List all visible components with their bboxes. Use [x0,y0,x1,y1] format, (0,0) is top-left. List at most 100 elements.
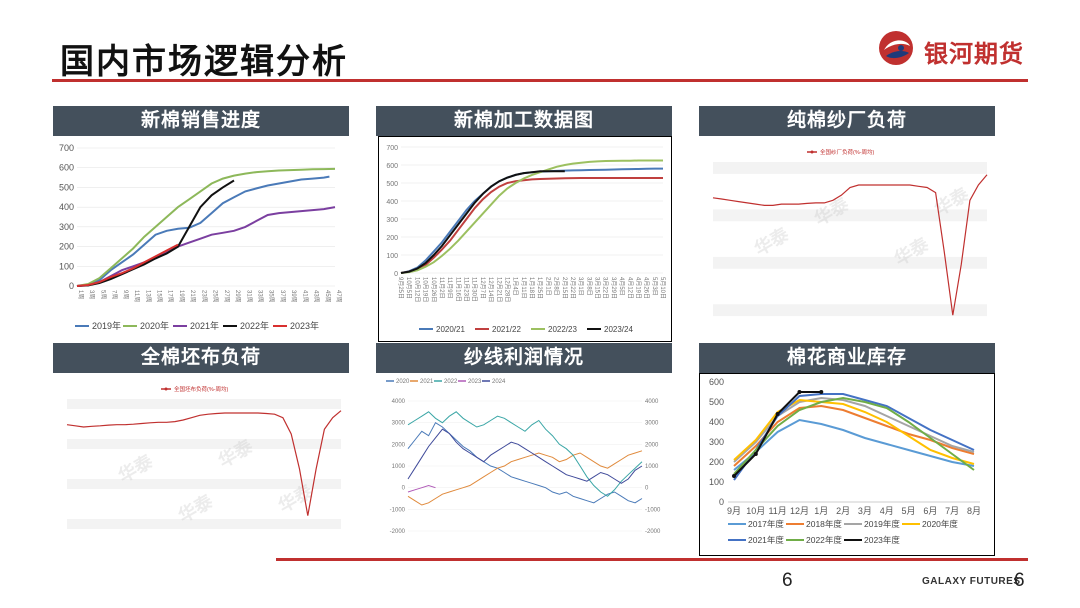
x-tick-label: 31周 [245,290,252,303]
series-line-2022 [407,411,643,497]
x-tick-label: 1月4日 [512,277,519,296]
y-tick-label-right: 2000 [645,442,659,448]
band [713,328,987,340]
brand-name: 银河期货 [924,41,1024,68]
series-line-2021年 [76,206,336,287]
panel-yarn-profit: 纱线利润情况 -2000 -2000 -1000 -1000 0 0 1000 1000 200… [376,343,672,553]
series-line-2022/23 [400,159,663,274]
x-tick-label: 1月25日 [536,277,543,299]
watermark: 华泰 [811,193,854,231]
series-line-2017年度 [733,418,975,471]
y-tick-label: 2000 [392,442,406,448]
watermark: 华泰 [751,223,794,261]
x-tick-label: 13周 [144,290,151,303]
x-tick-label: 27周 [223,290,230,303]
y-tick-label: -2000 [390,529,406,535]
y-tick-label-right: -2000 [645,529,661,535]
y-tick-label: 0 [402,486,406,492]
y-tick-label: 600 [59,163,74,173]
legend-label: 2019年度 [864,519,900,529]
page-title: 国内市场逻辑分析 [60,43,348,81]
x-tick-label: 12月7日 [479,277,486,299]
y-tick-label: 3000 [392,421,406,427]
x-tick-label: 7周 [111,290,118,299]
y-tick-label: 100 [386,253,398,260]
x-tick-label: 4月5日 [618,277,625,296]
x-tick-label: 25周 [212,290,219,303]
series-line-2023 [407,484,436,493]
legend-label: 2022/23 [548,325,577,334]
x-tick-label: 39周 [290,290,297,303]
series-line-2021/22 [400,177,663,274]
legend-label: 2018年度 [806,519,842,529]
x-tick-label: 3月22日 [602,277,609,299]
band [67,499,341,509]
y-tick-label: 500 [709,397,724,407]
series-marker [732,474,736,478]
x-tick-label: 4月12日 [626,277,633,299]
x-tick-label: 10月26日 [430,277,437,302]
x-tick-label: 12月14日 [487,277,494,302]
series-marker [753,452,758,456]
y-tick-label: 700 [59,143,74,153]
x-tick-label: 35周 [268,290,275,303]
legend-label: 2023/24 [604,325,633,334]
panel-title: 纯棉纱厂负荷 [699,106,995,136]
x-tick-label: 29周 [234,290,241,303]
y-tick-label: 600 [386,163,398,170]
page-number-right: 6 [1014,570,1025,591]
series-marker [819,390,824,394]
legend-label: 2021年度 [748,535,784,545]
series-line-2022年 [76,179,235,287]
band [67,439,341,449]
band [67,399,341,409]
legend-label: 全国纱厂负荷(%-周均) [820,148,875,156]
chart-yarn-profit: -2000 -2000 -1000 -1000 0 0 1000 1000 2000 2000 30… [376,373,672,553]
x-tick-label: 12月 [790,506,809,516]
y-tick-label: 0 [394,271,398,278]
x-tick-label: 2月 [836,506,850,516]
x-tick-label: 5月 [902,506,916,516]
y-tick-label: 200 [709,457,724,467]
y-tick-label: 4000 [392,399,406,405]
x-tick-label: 1月11日 [520,277,527,299]
chart-grey-fabric-load: 华泰 华泰 华泰 华泰 全国坯布负荷(%-周均) [53,373,349,553]
series-line-2022年度 [733,396,975,475]
y-tick-label-right: 0 [645,486,649,492]
band [713,209,987,222]
legend-marker [810,150,814,154]
x-tick-label: 10月 [746,506,765,516]
panel-cotton-processing: 新棉加工数据图 0 100 200 300 400 500 600 700 9月25日 10月5日… [376,106,672,342]
y-tick-label: 400 [386,199,398,206]
y-tick-label: 400 [709,417,724,427]
x-tick-label: 3月8日 [585,277,592,296]
y-tick-label: 0 [719,497,724,507]
series-line-2020年 [76,167,336,287]
x-tick-label: 8月 [967,506,981,516]
footer-rule [276,558,1028,561]
x-tick-label: 15周 [156,290,163,303]
footer-brand: GALAXY FUTURES [922,576,1021,587]
x-tick-label: 3月15日 [594,277,601,299]
legend-label: 2020年 [140,320,169,331]
band [713,233,987,245]
panel-title: 新棉加工数据图 [376,106,672,136]
x-tick-label: 11月2日 [438,277,445,299]
panel-title: 新棉销售进度 [53,106,349,136]
panel-commercial-stock: 棉花商业库存 0 100 200 300 400 500 600 9月 10月 11月 12月 1月 2… [699,343,995,556]
legend-label: 2023年度 [864,535,900,545]
legend-label: 2023年 [290,320,319,331]
x-tick-label: 3周 [88,290,95,299]
series-line-2021年度 [733,393,975,481]
x-tick-label: 19周 [178,290,185,303]
panel-title: 棉花商业库存 [699,343,995,373]
legend-label: 2021年 [190,320,219,331]
series-line-2023年度 [733,391,822,477]
x-tick-label: 2月22日 [569,277,576,299]
series-line-load [66,410,342,516]
y-tick-label: 100 [59,261,74,271]
chart-cotton-sales: 0 100 200 300 400 500 600 700 1周 3周 5周 7周 9周 11周 13周 15… [53,136,349,342]
x-tick-label: 7月 [945,506,959,516]
band [713,304,987,317]
panel-grey-fabric-load: 全棉坯布负荷 华泰 华泰 华泰 华泰 全国坯布负荷(%-周均) [53,343,349,553]
